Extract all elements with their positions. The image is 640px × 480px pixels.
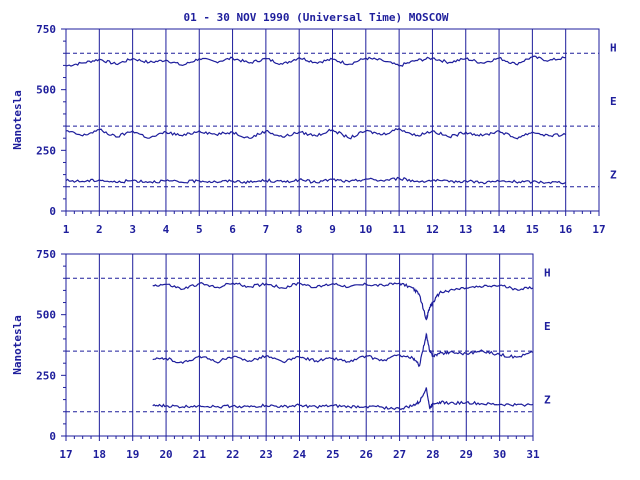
y-axis-label: Nanotesla bbox=[11, 90, 24, 150]
component-label-e: E bbox=[610, 95, 617, 108]
component-label-e: E bbox=[544, 320, 551, 333]
series-line-e bbox=[65, 127, 567, 140]
series-line-z bbox=[65, 176, 567, 185]
component-label-h: H bbox=[610, 41, 617, 54]
x-tick-label: 13 bbox=[459, 223, 472, 236]
panel-1: 1 2 3 4 5 6 7 8 9 10 11 12 13 14 15 16 170250500750Nanot… bbox=[11, 23, 617, 236]
x-tick-label: 17 bbox=[59, 448, 72, 461]
x-tick-label: 22 bbox=[226, 448, 239, 461]
x-tick-label: 18 bbox=[93, 448, 106, 461]
x-tick-label: 31 bbox=[526, 448, 540, 461]
x-tick-label: 17 bbox=[592, 223, 605, 236]
series-line-e bbox=[152, 332, 534, 368]
x-tick-label: 4 bbox=[163, 223, 170, 236]
x-tick-label: 24 bbox=[293, 448, 307, 461]
y-tick-label: 0 bbox=[49, 430, 56, 443]
component-label-z: Z bbox=[544, 394, 551, 407]
x-tick-label: 20 bbox=[159, 448, 172, 461]
y-tick-label: 0 bbox=[49, 205, 56, 218]
x-tick-label: 21 bbox=[193, 448, 207, 461]
y-axis-label: Nanotesla bbox=[11, 315, 24, 375]
plot-frame bbox=[65, 28, 600, 212]
x-tick-label: 23 bbox=[260, 448, 273, 461]
plot-frame bbox=[65, 253, 534, 437]
x-tick-label: 10 bbox=[359, 223, 372, 236]
y-tick-label: 250 bbox=[36, 144, 56, 157]
series-line-h bbox=[152, 281, 534, 321]
x-tick-label: 2 bbox=[96, 223, 103, 236]
component-label-h: H bbox=[544, 266, 551, 279]
x-tick-label: 12 bbox=[426, 223, 439, 236]
x-tick-label: 8 bbox=[296, 223, 303, 236]
x-tick-label: 29 bbox=[460, 448, 473, 461]
series-line-h bbox=[65, 55, 566, 67]
x-tick-label: 9 bbox=[329, 223, 336, 236]
x-tick-label: 26 bbox=[360, 448, 374, 461]
x-tick-label: 3 bbox=[129, 223, 136, 236]
x-tick-label: 14 bbox=[492, 223, 506, 236]
y-tick-label: 750 bbox=[36, 23, 56, 36]
chart-title: 01 - 30 NOV 1990 (Universal Time) MOSCOW bbox=[184, 11, 449, 24]
x-tick-label: 19 bbox=[126, 448, 139, 461]
x-tick-label: 30 bbox=[493, 448, 506, 461]
x-tick-label: 11 bbox=[393, 223, 407, 236]
x-tick-label: 28 bbox=[426, 448, 439, 461]
x-tick-label: 16 bbox=[559, 223, 573, 236]
x-tick-label: 15 bbox=[526, 223, 539, 236]
x-tick-label: 5 bbox=[196, 223, 203, 236]
y-tick-label: 250 bbox=[36, 369, 56, 382]
x-tick-label: 6 bbox=[229, 223, 236, 236]
x-tick-label: 27 bbox=[393, 448, 406, 461]
x-tick-label: 25 bbox=[326, 448, 339, 461]
y-tick-label: 500 bbox=[36, 84, 56, 97]
series-line-z bbox=[152, 387, 534, 411]
y-tick-label: 750 bbox=[36, 248, 56, 261]
y-tick-label: 500 bbox=[36, 309, 56, 322]
x-tick-label: 7 bbox=[263, 223, 270, 236]
component-label-z: Z bbox=[610, 169, 617, 182]
panel-2: 17 18 19 20 21 22 23 24 25 26 27 28 29 30 31 0 250 500 750… bbox=[11, 248, 551, 461]
x-tick-label: 1 bbox=[63, 223, 70, 236]
